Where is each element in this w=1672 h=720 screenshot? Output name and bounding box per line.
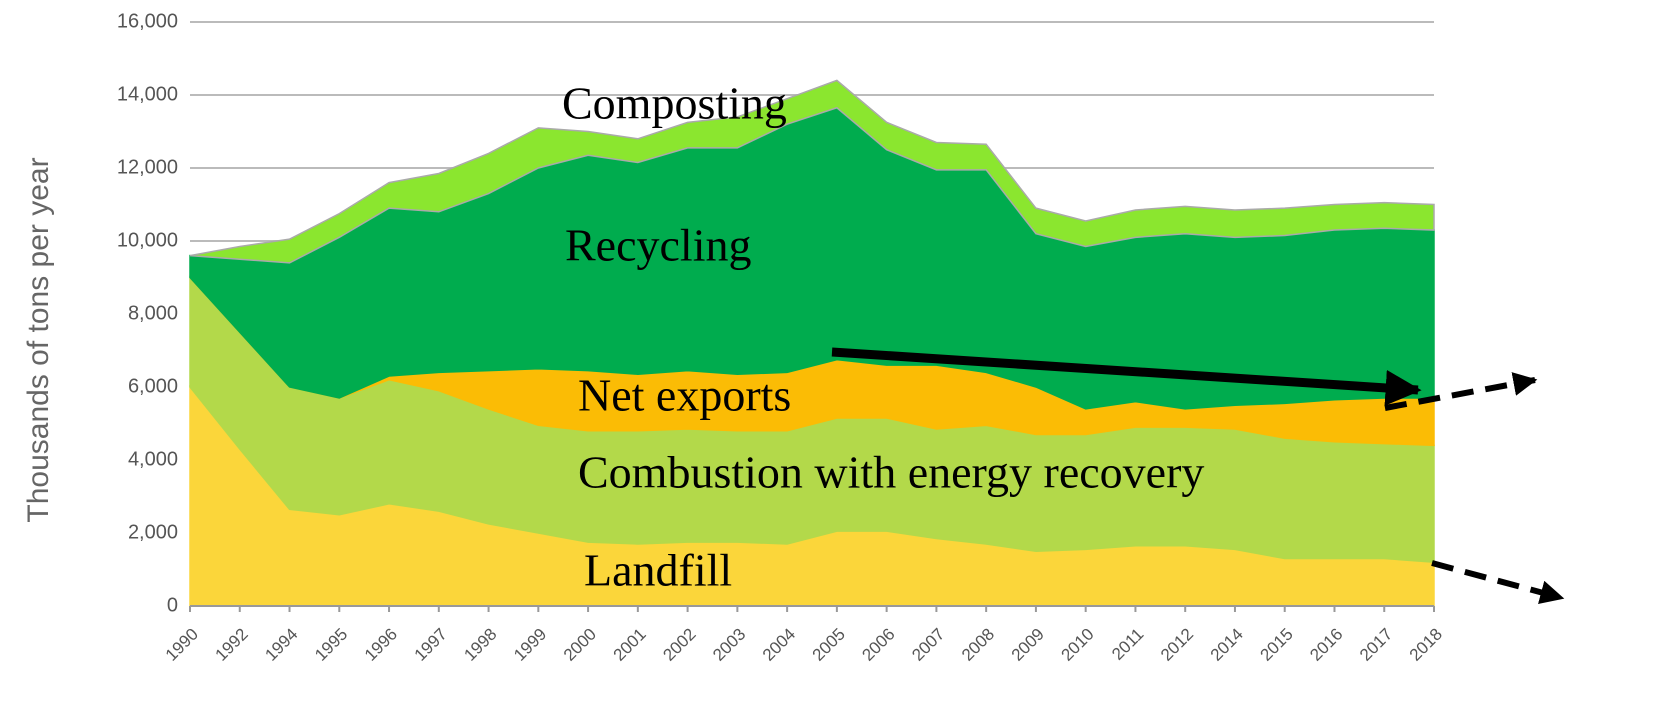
x-tick-label: 1994 <box>261 625 301 665</box>
x-tick-label: 1990 <box>162 625 202 665</box>
y-tick-label: 12,000 <box>117 156 178 178</box>
x-tick-label: 2005 <box>809 625 849 665</box>
arrow <box>831 347 1422 406</box>
y-axis-label: Thousands of tons per year <box>22 157 55 522</box>
series-label: Net exports <box>578 370 791 421</box>
x-tick-label: 1996 <box>361 625 401 665</box>
x-tick-label: 2012 <box>1157 625 1197 665</box>
x-tick-label: 2000 <box>560 625 600 665</box>
x-tick-label: 1997 <box>411 625 451 665</box>
x-tick-label: 2004 <box>759 625 799 665</box>
series-label: Composting <box>562 78 787 129</box>
labels: Landfill Combustion with energy recovery N… <box>562 78 1204 596</box>
x-tick-label: 1995 <box>311 625 351 665</box>
area <box>189 106 1435 410</box>
x-tick-label: 2017 <box>1356 625 1396 665</box>
y-tick-label: 4,000 <box>128 448 178 470</box>
areas: 1990 1992 1994 1995 1996 1997 1998 1999 2000 2001… <box>162 79 1446 665</box>
x-tick-label: 2015 <box>1257 625 1297 665</box>
x-tick-label: 2018 <box>1406 625 1446 665</box>
dashed-arrow <box>1384 372 1538 411</box>
x-tick-label: 2003 <box>709 625 749 665</box>
y-tick-label: 8,000 <box>128 302 178 324</box>
y-tick-label: 14,000 <box>117 83 178 105</box>
y-tick-label: 16,000 <box>117 10 178 32</box>
x-tick-label: 2009 <box>1008 625 1048 665</box>
x-tick-label: 2010 <box>1057 625 1097 665</box>
y-tick-label: 0 <box>167 594 178 616</box>
x-tick-label: 2007 <box>908 625 948 665</box>
y-tick-label: 6,000 <box>128 375 178 397</box>
x-tick-label: 2014 <box>1207 625 1247 665</box>
y-tick-label: 2,000 <box>128 521 178 543</box>
x-tick-label: 2008 <box>958 625 998 665</box>
x-tick-label: 2006 <box>858 625 898 665</box>
x-tick-label: 2011 <box>1108 625 1147 664</box>
x-tick-label: 1999 <box>510 625 550 665</box>
series-label: Combustion with energy recovery <box>578 447 1204 498</box>
series-label: Landfill <box>584 545 732 596</box>
y-tick-label: 10,000 <box>117 229 178 251</box>
dashed-arrow <box>1431 560 1565 604</box>
area <box>189 79 1435 264</box>
x-tick-label: 2001 <box>610 625 650 665</box>
x-tick-label: 2016 <box>1306 625 1346 665</box>
x-tick-label: 1992 <box>212 625 252 665</box>
x-tick-label: 1998 <box>460 625 500 665</box>
x-tick-label: 2002 <box>659 625 699 665</box>
series-label: Recycling <box>565 220 752 271</box>
